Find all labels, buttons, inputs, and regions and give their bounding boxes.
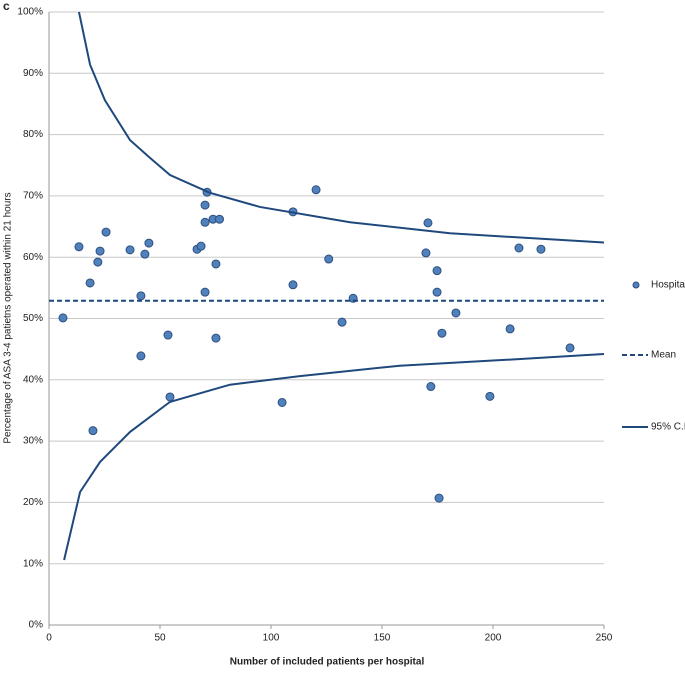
- hospital-point: [88, 426, 98, 436]
- y-tick-label: 40%: [23, 374, 43, 385]
- hospital-point: [432, 287, 442, 297]
- y-tick-label: 90%: [23, 68, 43, 79]
- hospital-point: [505, 324, 515, 334]
- hospital-point: [74, 242, 84, 252]
- hospital-point: [85, 278, 95, 288]
- y-tick-label: 20%: [23, 497, 43, 508]
- x-tick-label: 100: [263, 633, 280, 644]
- hospital-point: [144, 238, 154, 248]
- hospital-point: [214, 214, 224, 224]
- hospital-point: [200, 287, 210, 297]
- hospital-point: [437, 328, 447, 338]
- hospital-point: [421, 248, 431, 258]
- y-tick-label: 60%: [23, 252, 43, 263]
- hospital-point: [200, 200, 210, 210]
- y-axis-title: Percentage of ASA 3-4 patietns operated …: [3, 192, 14, 443]
- hospital-point: [536, 244, 546, 254]
- y-tick-label: 80%: [23, 129, 43, 140]
- hospital-point: [58, 313, 68, 323]
- hospital-point: [565, 343, 575, 353]
- hospital-point: [136, 351, 146, 361]
- legend-label: Mean: [651, 350, 676, 361]
- ci-lower-line: [63, 353, 605, 561]
- hospital-point: [211, 259, 221, 269]
- hospital-point: [311, 185, 321, 195]
- y-tick-label: 50%: [23, 313, 43, 324]
- x-tick-label: 200: [485, 633, 502, 644]
- hospital-point: [451, 308, 461, 318]
- hospital-point: [93, 257, 103, 267]
- hospital-point: [514, 243, 524, 253]
- x-tick-label: 150: [374, 633, 391, 644]
- hospital-point: [136, 291, 146, 301]
- ci-upper-line: [77, 11, 605, 244]
- hospital-point: [485, 391, 495, 401]
- x-axis-title: Number of included patients per hospital: [230, 657, 425, 668]
- y-tick-label: 10%: [23, 558, 43, 569]
- y-tick-label: 70%: [23, 191, 43, 202]
- hospital-point: [211, 333, 221, 343]
- hospital-point: [426, 382, 436, 392]
- hospital-point: [434, 493, 444, 503]
- x-tick-label: 0: [46, 633, 52, 644]
- hospital-point: [277, 397, 287, 407]
- y-tick-label: 100%: [17, 7, 43, 18]
- hospital-point: [163, 330, 173, 340]
- hospital-point: [432, 266, 442, 276]
- hospital-point: [140, 249, 150, 259]
- hospital-point: [101, 227, 111, 237]
- legend-marker: [632, 281, 640, 289]
- hospital-point: [423, 218, 433, 228]
- hospital-point: [288, 280, 298, 290]
- hospital-point: [165, 392, 175, 402]
- legend-label: Hospital: [651, 280, 685, 291]
- hospital-point: [324, 254, 334, 264]
- hospital-point: [196, 241, 206, 251]
- hospital-point: [95, 246, 105, 256]
- y-tick-label: 0%: [29, 620, 44, 631]
- legend-label: 95% C.I.: [651, 422, 685, 433]
- hospital-point: [125, 245, 135, 255]
- x-tick-label: 50: [154, 633, 166, 644]
- hospital-point: [200, 217, 210, 227]
- panel-label: c: [3, 0, 10, 13]
- x-tick-label: 250: [596, 633, 613, 644]
- y-tick-label: 30%: [23, 436, 43, 447]
- hospital-point: [337, 317, 347, 327]
